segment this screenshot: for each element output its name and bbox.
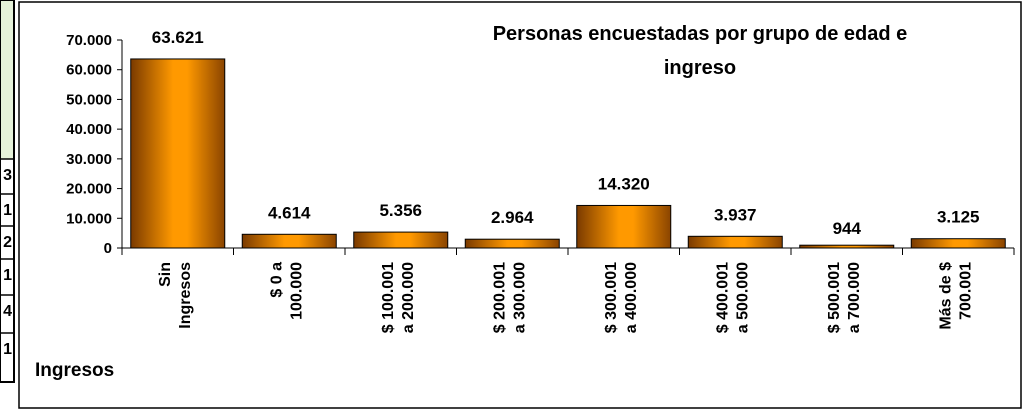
table-cell: 2 <box>3 234 12 251</box>
value-label: 3.125 <box>937 208 980 227</box>
bar <box>910 238 1006 249</box>
value-label: 2.964 <box>491 208 534 227</box>
y-tick-label: 0 <box>104 240 112 257</box>
bar <box>464 238 560 249</box>
y-tick-label: 70.000 <box>66 32 112 49</box>
bar <box>576 204 672 249</box>
x-tick-label: $ 400.001 a 500.000 <box>714 262 751 333</box>
y-tick-label: 40.000 <box>66 121 112 138</box>
table-cell: 3 <box>3 167 12 184</box>
bar <box>687 235 783 249</box>
bar <box>241 233 337 249</box>
x-axis-label: Ingresos <box>35 360 114 381</box>
x-tick-label: Sin Ingresos <box>157 262 194 329</box>
table-cell: 4 <box>3 303 12 320</box>
chart-title: Personas encuestadas por grupo de edad e… <box>493 23 908 79</box>
y-tick-label: 30.000 <box>66 151 112 168</box>
x-tick-label: $ 0 a 100.000 <box>268 262 305 320</box>
value-label: 4.614 <box>268 203 311 222</box>
bar <box>799 244 895 249</box>
x-tick-label: $ 200.001 a 300.000 <box>491 262 528 333</box>
x-tick-label: $ 100.001 a 200.000 <box>380 262 417 333</box>
value-label: 63.621 <box>152 28 204 47</box>
table-cell: 1 <box>3 341 12 358</box>
y-tick-label: 20.000 <box>66 181 112 198</box>
y-tick-label: 60.000 <box>66 62 112 79</box>
value-label: 5.356 <box>379 201 422 220</box>
table-cell: 1 <box>3 267 12 284</box>
bar <box>130 58 226 249</box>
x-tick-label: $ 500.001 a 700.000 <box>826 262 863 333</box>
y-tick-label: 10.000 <box>66 210 112 227</box>
table-cell: 1 <box>3 202 12 219</box>
x-tick-label: Más de $700.001 <box>937 262 974 330</box>
y-tick-label: 50.000 <box>66 91 112 108</box>
value-label: 14.320 <box>598 174 650 193</box>
bar <box>353 231 449 249</box>
x-tick-label: $ 300.001 a 400.000 <box>603 262 640 333</box>
side-table-header <box>1 1 13 159</box>
value-label: 944 <box>833 219 862 238</box>
value-label: 3.937 <box>714 205 757 224</box>
